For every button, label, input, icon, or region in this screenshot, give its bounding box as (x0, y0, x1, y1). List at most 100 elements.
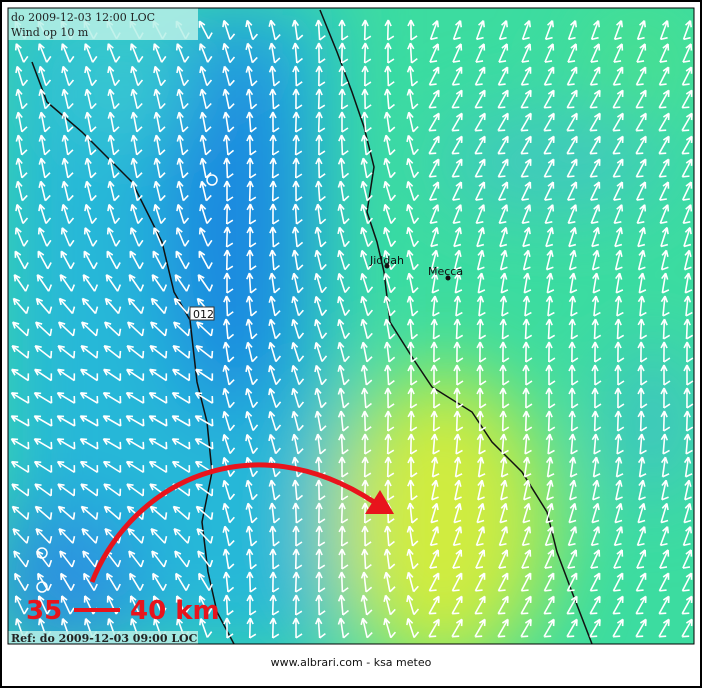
wind-barb (360, 157, 373, 179)
wind-barb (246, 594, 257, 616)
wind-barb (337, 249, 351, 271)
wind-barb (476, 341, 487, 363)
wind-barb (246, 571, 257, 593)
wind-barb (407, 410, 418, 432)
wind-barb (37, 43, 52, 63)
wind-barb (82, 550, 99, 568)
wind-barb (499, 295, 509, 317)
wind-barb (175, 572, 190, 591)
wind-barb (568, 364, 579, 386)
wind-barb (683, 456, 693, 478)
wind-barb (292, 203, 303, 225)
wind-barb (521, 43, 532, 63)
wind-barb (637, 456, 647, 478)
wind-barb (175, 250, 190, 270)
wind-barb (103, 321, 122, 337)
wind-barb (406, 65, 419, 87)
wind-barb (151, 274, 168, 292)
wind-barb (568, 318, 579, 340)
wind-barb (591, 456, 601, 478)
wind-barb (543, 66, 555, 86)
wind-barb (153, 88, 166, 110)
wind-barb (176, 617, 190, 638)
wind-barb (637, 387, 648, 409)
wind-barb (614, 295, 624, 317)
wind-barb (194, 392, 214, 404)
wind-barb (268, 410, 282, 432)
wind-barb (568, 387, 579, 409)
wind-barb (430, 226, 439, 248)
wind-barb (83, 595, 98, 615)
wind-barb (361, 548, 372, 570)
wind-barb (613, 549, 624, 569)
wind-barb (58, 528, 76, 544)
wind-barb (130, 203, 144, 225)
wind-barb (38, 111, 51, 133)
wind-barb (520, 112, 532, 132)
wind-barb (360, 364, 373, 386)
wind-barb (360, 134, 373, 156)
wind-barb (383, 249, 397, 271)
wind-barb (681, 572, 693, 592)
wind-barb (103, 345, 122, 359)
city-dot (445, 275, 451, 281)
wind-barb (199, 88, 212, 110)
wind-barb (127, 528, 145, 544)
wind-barb (613, 526, 624, 547)
wind-barb (499, 387, 510, 409)
wind-barb (60, 227, 75, 247)
wind-barb (291, 387, 305, 409)
wind-barb (569, 272, 578, 294)
wind-barb (589, 595, 601, 615)
wind-barb (83, 572, 98, 591)
wind-barb (522, 456, 532, 478)
wind-barb (102, 438, 122, 450)
wind-barb (637, 318, 648, 340)
wind-barb (661, 479, 669, 501)
wind-barb (566, 66, 578, 86)
wind-barb (130, 111, 143, 133)
wind-barb (452, 20, 462, 41)
wind-barb (497, 135, 509, 155)
wind-barb (543, 158, 555, 178)
wind-barb (126, 483, 145, 497)
wind-barb (360, 594, 373, 616)
wind-barb (314, 364, 328, 386)
wind-barb (223, 180, 234, 202)
wind-barb (153, 65, 167, 87)
wind-barb (637, 364, 648, 386)
wind-barb (612, 618, 624, 638)
wind-barb (38, 65, 52, 87)
wind-barb (383, 295, 396, 317)
wind-barb (429, 549, 440, 569)
wind-barb (635, 112, 647, 132)
wind-barb (497, 89, 509, 109)
wind-barb (523, 272, 532, 294)
wind-barb (361, 502, 372, 524)
wind-barb (149, 345, 168, 359)
wind-barb (245, 364, 258, 386)
wind-barb (292, 88, 303, 110)
wind-barb (589, 158, 601, 178)
wind-barb (292, 571, 303, 593)
wind-barb (612, 595, 624, 615)
wind-barb (15, 111, 28, 133)
wind-barb (268, 42, 281, 64)
wind-barb (544, 43, 555, 63)
wind-barb (34, 345, 53, 359)
wind-barb (222, 19, 236, 41)
wind-barb (474, 158, 486, 178)
wind-barb (499, 456, 509, 478)
coastline-east (319, 9, 593, 644)
wind-barb (659, 526, 670, 547)
wind-barb (80, 368, 99, 382)
wind-barb (591, 341, 602, 363)
wind-barb (83, 250, 98, 270)
wind-barb (384, 19, 395, 41)
wind-barb (338, 111, 349, 133)
wind-barb (454, 272, 463, 294)
wind-barb (451, 135, 463, 155)
wind-barb (291, 479, 304, 501)
wind-barb (545, 502, 554, 524)
wind-barb (683, 318, 694, 340)
